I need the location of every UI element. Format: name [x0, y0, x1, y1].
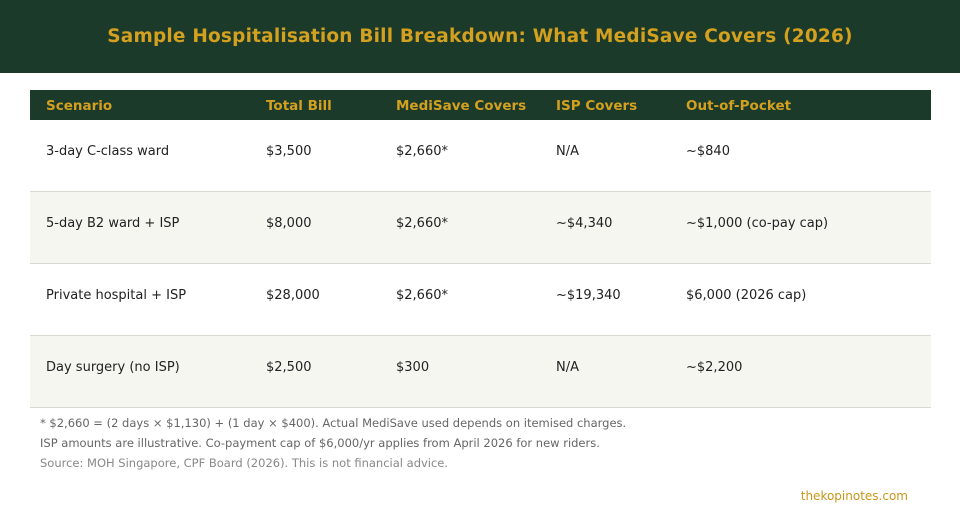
cell-scenario: Private hospital + ISP [46, 288, 187, 303]
table-header: Scenario Total Bill MediSave Covers ISP … [30, 90, 931, 120]
cell-total-bill: $2,500 [266, 360, 312, 375]
column-header-isp-covers: ISP Covers [556, 98, 638, 114]
cell-medisave-covers: $2,660* [396, 288, 448, 303]
column-header-total-bill: Total Bill [266, 98, 332, 114]
cell-scenario: 5-day B2 ward + ISP [46, 216, 180, 231]
site-link[interactable]: thekopinotes.com [800, 489, 908, 503]
cell-medisave-covers: $2,660* [396, 216, 448, 231]
table-notes: * $2,660 = (2 days × $1,130) + (1 day × … [40, 413, 626, 473]
page-title: Sample Hospitalisation Bill Breakdown: W… [107, 26, 853, 47]
column-header-medisave-covers: MediSave Covers [396, 98, 527, 114]
cell-isp-covers: ~$19,340 [556, 288, 621, 303]
footnote-isp-illustrative: ISP amounts are illustrative. Co-payment… [40, 436, 600, 450]
cell-out-of-pocket: $6,000 (2026 cap) [686, 288, 807, 303]
cell-isp-covers: N/A [556, 144, 579, 159]
cell-out-of-pocket: ~$1,000 (co-pay cap) [686, 216, 829, 231]
footnote-medisave-calculation: * $2,660 = (2 days × $1,130) + (1 day × … [40, 416, 627, 430]
cell-isp-covers: ~$4,340 [556, 216, 613, 231]
cell-scenario: 3-day C-class ward [46, 144, 170, 159]
cell-total-bill: $28,000 [266, 288, 320, 303]
table-row: 5-day B2 ward + ISP $8,000 $2,660* ~$4,3… [30, 192, 931, 264]
column-header-out-of-pocket: Out-of-Pocket [686, 98, 792, 114]
cell-out-of-pocket: ~$2,200 [686, 360, 743, 375]
cell-medisave-covers: $300 [396, 360, 430, 375]
cell-isp-covers: N/A [556, 360, 579, 375]
bill-breakdown-table: Scenario Total Bill MediSave Covers ISP … [30, 90, 931, 408]
table-row: Private hospital + ISP $28,000 $2,660* ~… [30, 264, 931, 336]
column-header-scenario: Scenario [46, 98, 113, 114]
title-banner: Sample Hospitalisation Bill Breakdown: W… [0, 0, 960, 73]
cell-out-of-pocket: ~$840 [686, 144, 730, 159]
cell-total-bill: $3,500 [266, 144, 312, 159]
cell-scenario: Day surgery (no ISP) [46, 360, 180, 375]
table-row: 3-day C-class ward $3,500 $2,660* N/A ~$… [30, 120, 931, 192]
cell-total-bill: $8,000 [266, 216, 312, 231]
table-row: Day surgery (no ISP) $2,500 $300 N/A ~$2… [30, 336, 931, 408]
cell-medisave-covers: $2,660* [396, 144, 448, 159]
source-note: Source: MOH Singapore, CPF Board (2026).… [40, 456, 449, 470]
